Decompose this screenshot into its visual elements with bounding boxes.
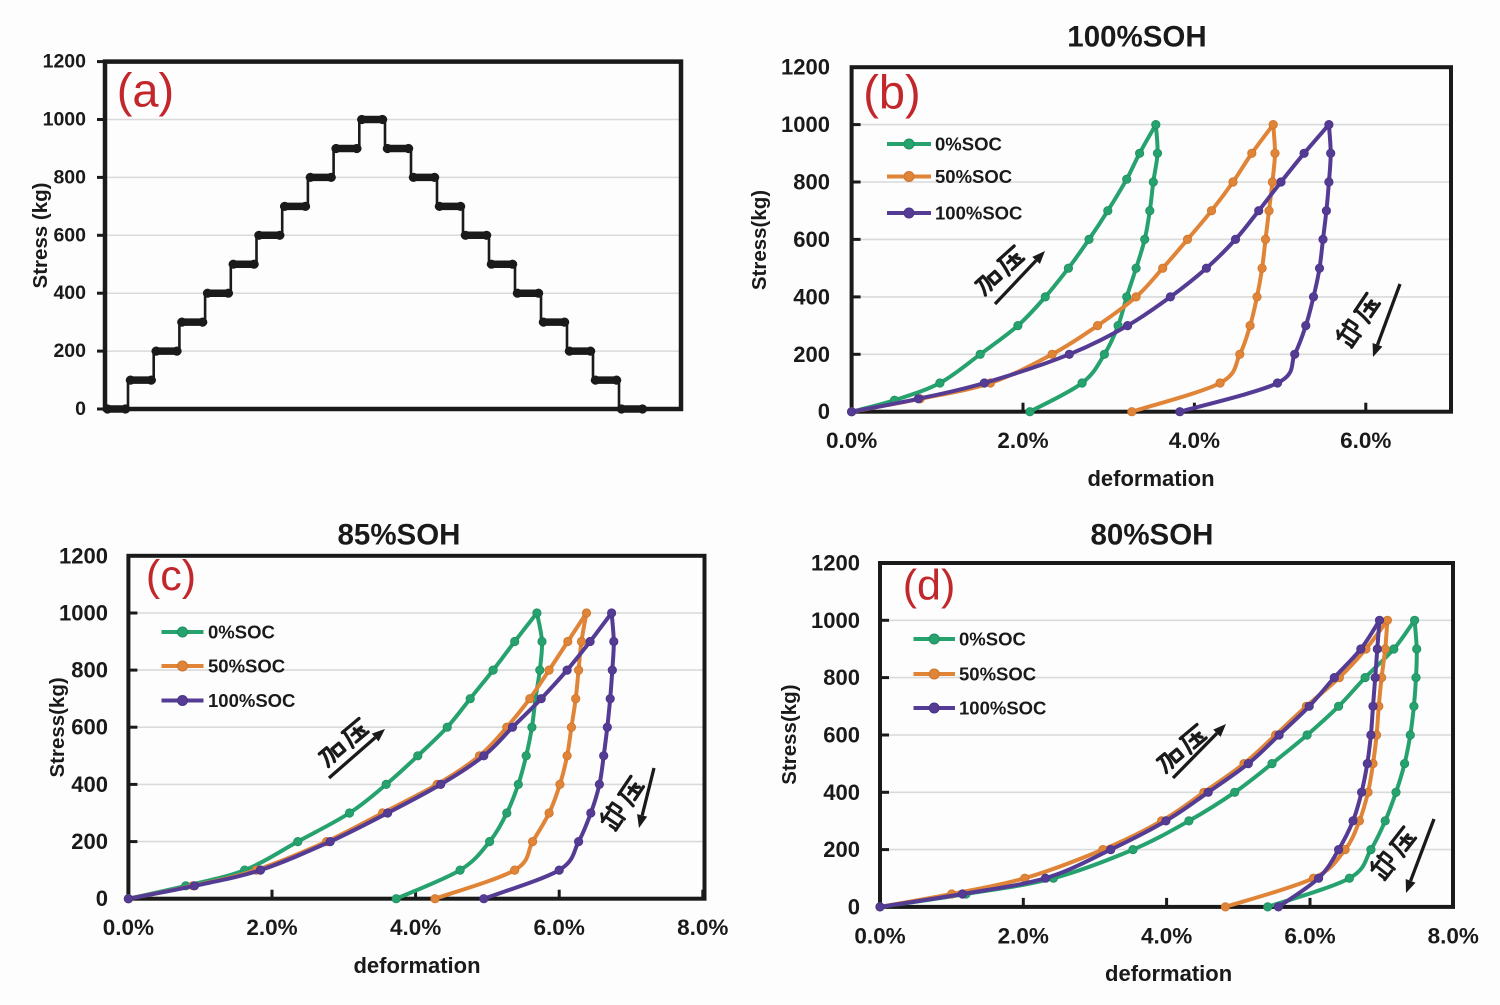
svg-text:(c): (c) [146, 552, 196, 600]
svg-text:400: 400 [71, 772, 108, 797]
svg-text:200: 200 [71, 829, 108, 854]
svg-text:400: 400 [793, 284, 830, 309]
svg-text:200: 200 [53, 340, 86, 362]
svg-text:(d): (d) [903, 562, 956, 610]
svg-text:0%SOC: 0%SOC [935, 134, 1002, 155]
svg-text:4.0%: 4.0% [390, 915, 441, 940]
svg-text:200: 200 [823, 837, 860, 862]
svg-text:0.0%: 0.0% [103, 915, 154, 940]
svg-text:Stress(kg): Stress(kg) [778, 684, 801, 784]
svg-text:6.0%: 6.0% [1284, 923, 1335, 948]
svg-text:100%SOC: 100%SOC [959, 698, 1046, 719]
svg-text:0: 0 [96, 886, 108, 911]
svg-text:0: 0 [848, 894, 860, 919]
svg-text:0%SOC: 0%SOC [208, 622, 275, 643]
svg-text:800: 800 [823, 665, 860, 690]
svg-text:(a): (a) [117, 64, 174, 117]
svg-text:100%SOC: 100%SOC [208, 690, 295, 711]
svg-text:2.0%: 2.0% [246, 915, 297, 940]
svg-text:Stress(kg): Stress(kg) [46, 677, 69, 777]
svg-text:0%SOC: 0%SOC [959, 629, 1026, 650]
svg-text:1200: 1200 [43, 51, 87, 73]
svg-text:1000: 1000 [43, 109, 87, 131]
svg-text:50%SOC: 50%SOC [208, 656, 285, 677]
svg-text:1000: 1000 [781, 112, 830, 137]
svg-text:85%SOH: 85%SOH [338, 519, 461, 552]
svg-text:1200: 1200 [781, 55, 830, 80]
svg-text:(b): (b) [863, 66, 920, 119]
svg-text:2.0%: 2.0% [998, 923, 1049, 948]
svg-text:600: 600 [823, 723, 860, 748]
svg-text:0: 0 [818, 399, 830, 424]
svg-text:100%SOH: 100%SOH [1067, 21, 1206, 54]
svg-text:1200: 1200 [811, 551, 860, 576]
svg-text:deformation: deformation [1087, 466, 1214, 491]
svg-text:6.0%: 6.0% [534, 915, 585, 940]
svg-text:0: 0 [75, 398, 86, 420]
svg-text:8.0%: 8.0% [677, 915, 728, 940]
svg-text:1200: 1200 [59, 543, 108, 568]
svg-text:800: 800 [53, 166, 86, 188]
svg-text:50%SOC: 50%SOC [959, 664, 1036, 685]
svg-text:800: 800 [793, 170, 830, 195]
svg-text:50%SOC: 50%SOC [935, 166, 1012, 187]
svg-text:4.0%: 4.0% [1169, 428, 1220, 453]
svg-text:200: 200 [793, 342, 830, 367]
svg-text:600: 600 [53, 224, 86, 246]
svg-text:2.0%: 2.0% [997, 428, 1048, 453]
svg-text:400: 400 [53, 282, 86, 304]
svg-text:Stress(kg): Stress(kg) [748, 190, 771, 290]
svg-text:1000: 1000 [811, 608, 860, 633]
svg-text:1000: 1000 [59, 601, 108, 626]
svg-text:4.0%: 4.0% [1141, 923, 1192, 948]
svg-text:Stress (kg): Stress (kg) [29, 183, 52, 289]
svg-text:600: 600 [71, 715, 108, 740]
svg-text:6.0%: 6.0% [1340, 428, 1391, 453]
svg-text:800: 800 [71, 658, 108, 683]
svg-text:0.0%: 0.0% [854, 923, 905, 948]
svg-text:80%SOH: 80%SOH [1091, 519, 1214, 552]
svg-text:400: 400 [823, 780, 860, 805]
svg-text:0.0%: 0.0% [826, 428, 877, 453]
svg-text:100%SOC: 100%SOC [935, 203, 1022, 224]
svg-text:deformation: deformation [1105, 961, 1232, 986]
svg-text:8.0%: 8.0% [1428, 923, 1479, 948]
svg-text:600: 600 [793, 227, 830, 252]
svg-text:deformation: deformation [353, 953, 480, 978]
